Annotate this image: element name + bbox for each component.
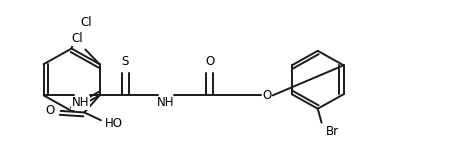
Text: NH: NH: [71, 96, 89, 109]
Text: Br: Br: [325, 125, 338, 138]
Text: HO: HO: [105, 117, 122, 130]
Text: NH: NH: [157, 96, 174, 109]
Text: O: O: [262, 89, 271, 102]
Text: S: S: [121, 55, 129, 68]
Text: Cl: Cl: [71, 32, 83, 45]
Text: O: O: [45, 104, 54, 117]
Text: Cl: Cl: [80, 16, 91, 29]
Text: O: O: [205, 55, 214, 68]
